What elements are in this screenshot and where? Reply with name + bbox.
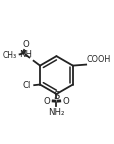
Text: S: S <box>53 91 59 101</box>
Text: Cl: Cl <box>23 81 31 90</box>
Text: O: O <box>23 40 29 49</box>
Text: CH₃: CH₃ <box>3 51 17 60</box>
Text: NH₂: NH₂ <box>48 108 64 117</box>
Text: O: O <box>62 97 69 106</box>
Text: COOH: COOH <box>86 55 110 64</box>
Text: NH: NH <box>19 50 32 59</box>
Text: O: O <box>43 97 50 106</box>
